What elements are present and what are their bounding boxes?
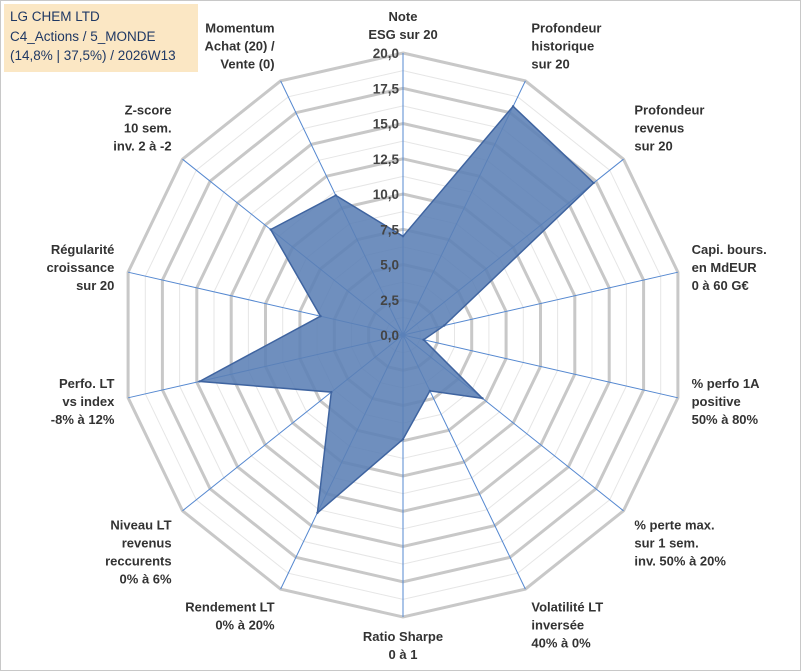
spoke-capi-bours <box>402 271 679 336</box>
info-company: LG CHEM LTD <box>10 9 100 24</box>
tick-label: 7,5 <box>380 222 399 237</box>
tick-label: 15,0 <box>373 117 399 132</box>
tick-label: 17,5 <box>373 81 400 96</box>
data-point-perte-max <box>481 397 484 400</box>
axis-label-volatilite-lt: Volatilité LT inversée 40% à 0% <box>531 600 603 651</box>
tick-label: 10,0 <box>373 187 399 202</box>
data-point-ratio-sharpe <box>401 438 405 441</box>
tick-label: 0,0 <box>380 328 399 343</box>
tick-label: 12,5 <box>373 152 400 167</box>
axis-label-regularite-croissance: Régularité croissance sur 20 <box>46 242 114 293</box>
axis-label-profondeur-revenus: Profondeur revenus sur 20 <box>634 102 704 153</box>
tick-label: 2,5 <box>380 293 399 308</box>
info-stats: (14,8% | 37,5%) / 2026W13 <box>10 48 176 63</box>
data-point-momentum <box>334 194 337 197</box>
data-point-z-score <box>269 228 272 231</box>
info-box: LG CHEM LTD C4_Actions / 5_MONDE (14,8% … <box>4 4 198 72</box>
axis-label-z-score: Z-score 10 sem. inv. 2 à -2 <box>113 102 171 153</box>
axis-label-capi-bours: Capi. bours. en MdEUR 0 à 60 G€ <box>692 242 767 293</box>
axis-label-note-esg: Note ESG sur 20 <box>368 9 437 42</box>
axis-label-momentum: Momentum Achat (20) / Vente (0) <box>205 20 275 71</box>
axis-label-profondeur-historique: Profondeur historique sur 20 <box>531 20 601 71</box>
series-layer <box>197 105 595 515</box>
data-point-profondeur-historique <box>511 105 515 108</box>
axis-label-rendement-lt: Rendement LT 0% à 20% <box>185 600 275 633</box>
data-point-niveau-lt-revenus <box>330 390 333 394</box>
series-area <box>197 105 595 515</box>
axis-label-perte-max: % perte max. sur 1 sem. inv. 50% à 20% <box>634 518 726 569</box>
tick-label: 5,0 <box>380 258 399 273</box>
data-point-perfo-1a-positive <box>422 338 425 341</box>
spoke-perfo-1a-positive <box>402 334 679 399</box>
info-portfolio: C4_Actions / 5_MONDE <box>10 28 156 44</box>
data-point-capi-bours <box>443 324 446 327</box>
data-point-rendement-lt <box>316 511 319 515</box>
axis-labels: Note ESG sur 20 Profondeur historique sur 20… <box>46 9 766 662</box>
axis-label-perfo-1a-positive: % perfo 1A positive 50% à 80% <box>692 376 761 427</box>
data-point-profondeur-revenus <box>592 181 595 185</box>
data-point-note-esg <box>401 235 405 238</box>
axis-label-perfo-lt-vs-index: Perfo. LT vs index -8% à 12% <box>51 376 115 427</box>
axis-label-niveau-lt-revenus: Niveau LT revenus reccurents 0% à 6% <box>105 518 172 587</box>
data-point-volatilite-lt <box>428 389 432 393</box>
tick-labels: 0,0 2,5 5,0 7,5 10,0 12,5 15,0 17,5 20,0 <box>373 46 400 343</box>
data-point-perfo-lt-vs-index <box>198 380 201 383</box>
axis-label-ratio-sharpe: Ratio Sharpe 0 à 1 <box>363 629 443 662</box>
data-point-regularite-croissance <box>319 315 322 318</box>
tick-label: 20,0 <box>373 46 399 61</box>
